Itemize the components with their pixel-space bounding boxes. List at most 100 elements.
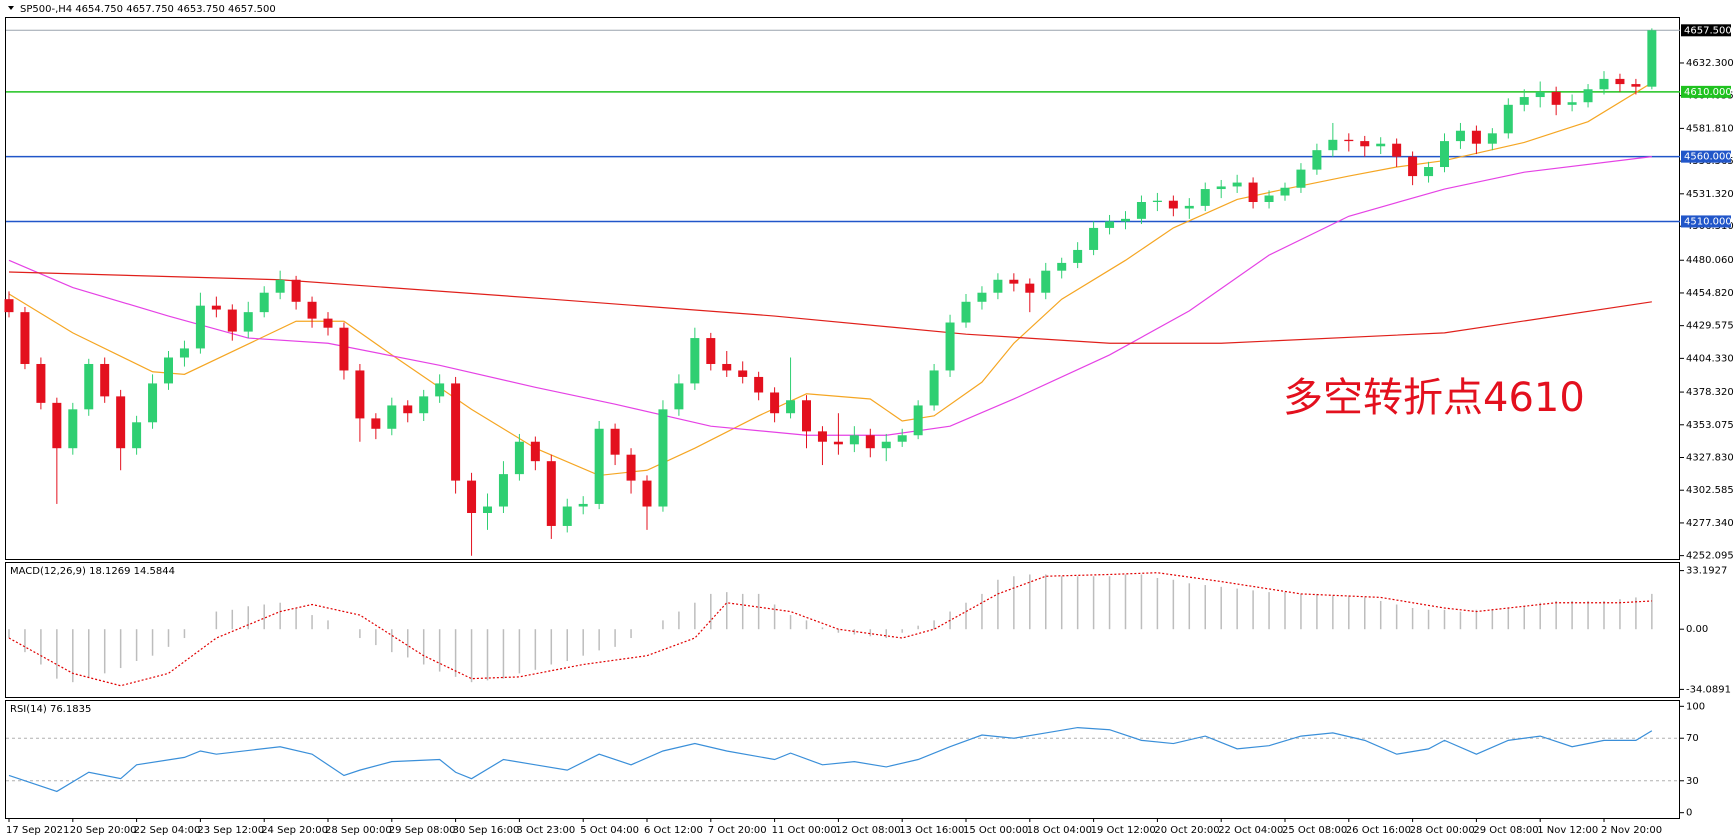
- x-tick-label: 28 Sep 00:00: [325, 825, 392, 836]
- candle-body: [84, 363, 94, 410]
- candle-body: [913, 405, 923, 436]
- candle-body: [770, 392, 780, 414]
- candle-body: [275, 279, 285, 293]
- x-tick-label: 20 Sep 20:00: [70, 825, 137, 836]
- y-tick-label: -34.0891: [1686, 684, 1731, 695]
- candle-body: [419, 396, 429, 414]
- x-tick-label: 12 Oct 08:00: [835, 825, 900, 836]
- candle-body: [1551, 91, 1561, 105]
- signal-line: [8, 572, 1652, 687]
- chart-title: SP500-,H4 4654.750 4657.750 4653.750 465…: [20, 4, 276, 15]
- x-tick-label: 15 Oct 00:00: [963, 825, 1028, 836]
- candle-body: [339, 327, 349, 371]
- price-panel: [5, 17, 1680, 560]
- level-label-box: [1681, 215, 1731, 228]
- x-tick-label: 13 Oct 16:00: [899, 825, 964, 836]
- candle-body: [594, 428, 604, 504]
- candle-body: [802, 400, 811, 432]
- candle-body: [1025, 283, 1035, 293]
- candle-body: [706, 338, 716, 364]
- candle-body: [1471, 130, 1481, 144]
- candle-body: [211, 305, 221, 310]
- y-tick-label: 4277.340: [1686, 518, 1734, 529]
- candle-body: [658, 409, 668, 507]
- candle-body: [738, 370, 748, 377]
- candle-body: [1519, 97, 1529, 105]
- candle-body: [530, 441, 540, 462]
- candle-body: [483, 506, 492, 513]
- candle-body: [961, 301, 971, 323]
- candle-body: [498, 474, 508, 507]
- level-label: 4560.000: [1684, 152, 1732, 163]
- candle-body: [514, 441, 524, 475]
- y-tick-label: 30: [1686, 776, 1699, 787]
- y-tick-label: 0.00: [1686, 624, 1708, 635]
- candle-body: [307, 301, 317, 319]
- candle-body: [1328, 139, 1338, 151]
- candle-body: [1264, 195, 1274, 203]
- candle-body: [387, 405, 397, 429]
- moving-average: [8, 156, 1652, 436]
- y-tick-label: 4404.330: [1686, 353, 1734, 364]
- candle-body: [132, 422, 142, 449]
- x-tick-label: 30 Sep 16:00: [453, 825, 520, 836]
- candle-body: [1009, 279, 1019, 284]
- y-tick-label: 0: [1686, 808, 1692, 819]
- candle-body: [674, 383, 684, 410]
- candle-body: [1615, 78, 1625, 85]
- candle-body: [881, 441, 891, 449]
- rsi-panel: [5, 700, 1680, 819]
- candle-body: [1152, 200, 1162, 203]
- y-tick-label: 70: [1686, 733, 1699, 744]
- candle-body: [993, 279, 1003, 293]
- candle-body: [1216, 186, 1226, 190]
- candle-body: [435, 383, 445, 397]
- candle-body: [371, 418, 381, 429]
- candle-body: [148, 383, 158, 423]
- x-tick-label: 7 Oct 20:00: [708, 825, 767, 836]
- candle-body: [1232, 182, 1242, 187]
- menu-icon[interactable]: [8, 6, 14, 10]
- y-tick-label: 4353.075: [1686, 420, 1734, 431]
- candle-body: [1344, 139, 1354, 142]
- y-tick-label: 4454.820: [1686, 288, 1734, 299]
- candle-body: [355, 370, 365, 419]
- candle-body: [562, 506, 572, 526]
- x-tick-label: 5 Oct 04:00: [580, 825, 639, 836]
- x-tick-label: 24 Sep 20:00: [261, 825, 328, 836]
- x-tick-label: 26 Oct 16:00: [1346, 825, 1411, 836]
- candle-body: [1296, 169, 1306, 188]
- last-price-box: [1681, 24, 1731, 37]
- level-label: 4510.000: [1684, 216, 1732, 227]
- candle-body: [546, 461, 556, 526]
- candle-body: [945, 322, 955, 371]
- y-tick-label: 4252.095: [1686, 551, 1734, 562]
- level-label-box: [1681, 85, 1731, 98]
- rsi-line: [8, 726, 1653, 793]
- candle-body: [227, 309, 237, 332]
- candle-body: [1487, 133, 1497, 144]
- candle-body: [179, 348, 189, 358]
- x-tick-label: 6 Oct 12:00: [644, 825, 703, 836]
- y-tick-label: 4531.320: [1686, 189, 1734, 200]
- candle-body: [833, 441, 843, 445]
- candle-body: [722, 363, 732, 371]
- candle-body: [4, 299, 14, 313]
- x-tick-label: 29 Sep 08:00: [389, 825, 456, 836]
- y-tick-label: 4302.585: [1686, 485, 1734, 496]
- x-tick-label: 22 Oct 04:00: [1218, 825, 1283, 836]
- y-tick-label: 4581.810: [1686, 123, 1734, 134]
- y-tick-label: 4632.300: [1686, 58, 1734, 69]
- candle-body: [467, 480, 477, 513]
- candle-body: [626, 454, 636, 481]
- candle-body: [1312, 150, 1322, 170]
- candle-body: [1567, 102, 1577, 105]
- level-label-box: [1681, 150, 1731, 163]
- y-tick-label: 33.1927: [1686, 566, 1727, 577]
- candle-body: [1503, 104, 1513, 134]
- last-price-label: 4657.500: [1684, 25, 1732, 36]
- x-tick-label: 11 Oct 00:00: [772, 825, 837, 836]
- candle-body: [100, 363, 110, 397]
- candle-body: [1583, 89, 1593, 103]
- candle-body: [1280, 187, 1290, 196]
